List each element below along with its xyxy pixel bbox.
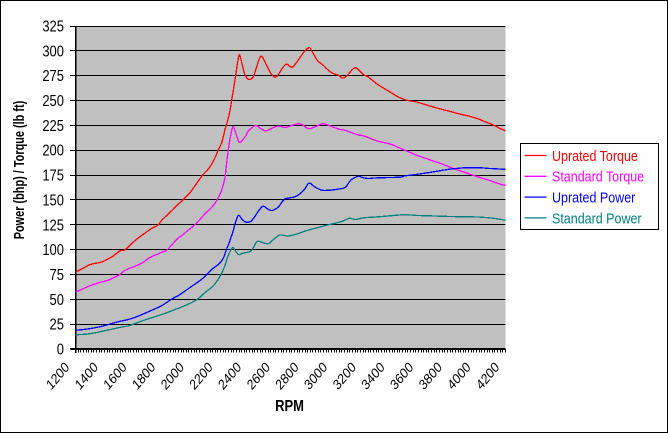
svg-text:275: 275 (42, 68, 64, 85)
svg-text:50: 50 (50, 292, 64, 309)
svg-text:Uprated Power: Uprated Power (552, 189, 636, 205)
svg-text:RPM: RPM (275, 398, 304, 415)
svg-text:150: 150 (42, 192, 64, 209)
svg-text:Uprated Torque: Uprated Torque (552, 148, 638, 164)
svg-text:0: 0 (57, 341, 64, 358)
svg-text:75: 75 (50, 267, 64, 284)
svg-text:200: 200 (42, 143, 64, 160)
svg-text:100: 100 (42, 242, 64, 259)
svg-text:25: 25 (50, 317, 64, 334)
svg-text:125: 125 (42, 217, 64, 234)
svg-text:325: 325 (42, 18, 64, 35)
svg-text:Standard Power: Standard Power (552, 210, 642, 226)
svg-text:225: 225 (42, 118, 64, 135)
svg-text:300: 300 (42, 43, 64, 60)
svg-text:Standard Torque: Standard Torque (552, 169, 644, 185)
svg-text:250: 250 (42, 93, 64, 110)
svg-text:175: 175 (42, 168, 64, 185)
svg-text:Power (bhp) / Torque (lb ft): Power (bhp) / Torque (lb ft) (10, 101, 27, 240)
